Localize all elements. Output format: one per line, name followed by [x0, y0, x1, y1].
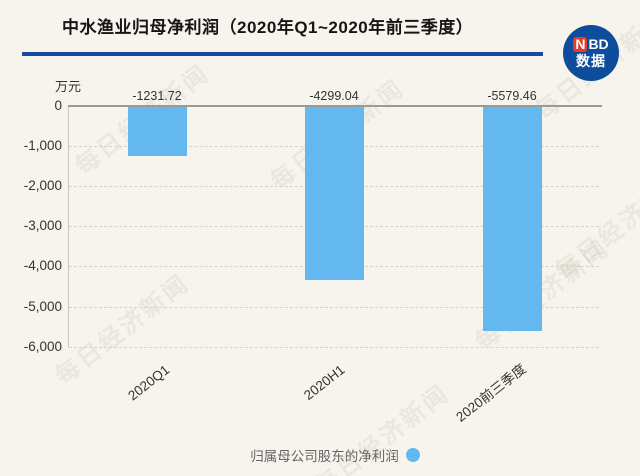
y-tick-label: -4,000: [23, 258, 62, 273]
nbd-logo-line2: 数据: [576, 53, 606, 69]
zero-baseline: [68, 105, 602, 107]
nbd-logo: N BD 数据: [563, 25, 619, 81]
bar-value-label: -1231.72: [132, 89, 182, 103]
y-tick-label: -5,000: [23, 299, 62, 314]
legend-label: 归属母公司股东的净利润: [250, 449, 399, 464]
watermark-text: 每日经济新闻: [550, 164, 640, 286]
y-tick-label: -3,000: [23, 218, 62, 233]
x-tick-label: 2020Q1: [125, 362, 173, 404]
gridline: [69, 307, 599, 308]
x-tick-label: 2020H1: [300, 362, 348, 403]
legend: 归属母公司股东的净利润: [68, 445, 602, 465]
y-axis-line: [68, 106, 69, 347]
bar-2020Q1: [128, 107, 187, 156]
y-tick-label: -2,000: [23, 178, 62, 193]
y-tick-label: -6,000: [23, 339, 62, 354]
y-tick-label: 0: [54, 98, 62, 113]
bar-value-label: -5579.46: [487, 89, 537, 103]
nbd-logo-bd: BD: [588, 36, 609, 52]
y-axis-unit-label: 万元: [55, 79, 82, 94]
y-tick-label: -1,000: [23, 138, 62, 153]
nbd-logo-line1: N BD: [573, 36, 609, 52]
x-tick-label: 2020前三季度: [453, 361, 529, 425]
bar-2020-first-three-quarters: [483, 107, 542, 331]
title-divider: [22, 52, 543, 56]
bar-2020H1: [305, 107, 364, 280]
gridline: [69, 347, 599, 348]
page-title: 中水渔业归母净利润（2020年Q1~2020年前三季度）: [62, 18, 474, 37]
nbd-logo-n: N: [573, 36, 588, 52]
legend-marker: [405, 448, 420, 462]
bar-value-label: -4299.04: [309, 89, 359, 103]
